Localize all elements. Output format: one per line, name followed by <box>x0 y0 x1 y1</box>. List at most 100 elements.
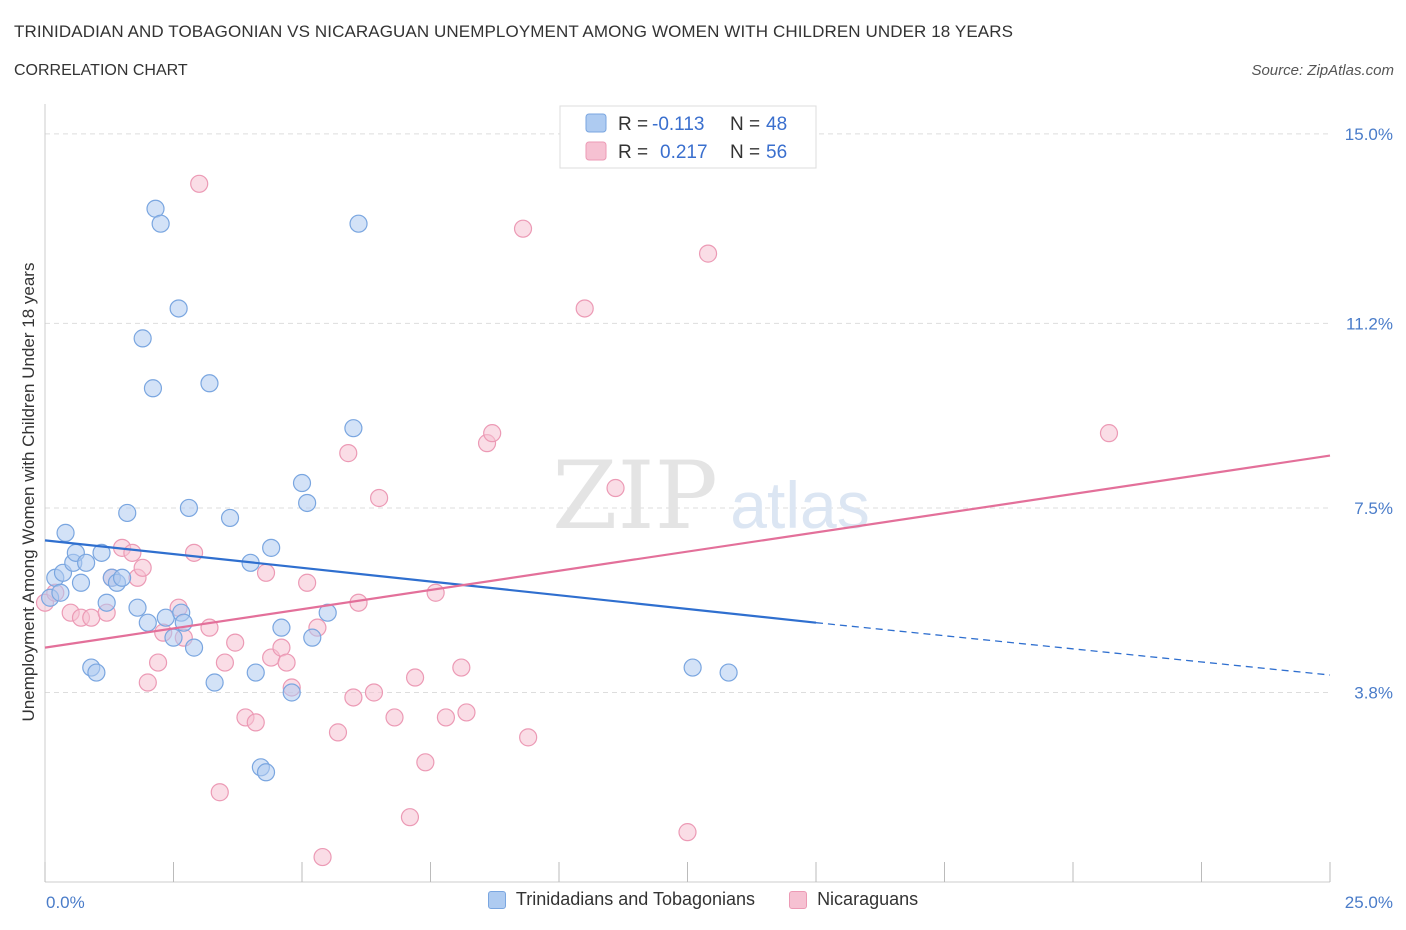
trinidadian-point-19 <box>138 613 157 632</box>
nicaraguan-point-32 <box>328 723 348 742</box>
trinidadian-point-31 <box>205 673 224 692</box>
trinidadian-point-36 <box>256 763 276 782</box>
trinidadian-point-47 <box>719 663 738 682</box>
legend-n-value-pink: 56 <box>766 142 787 163</box>
nicaraguan-point-36 <box>364 683 384 702</box>
trinidadian-point-4 <box>56 523 75 542</box>
trinidadian-point-22 <box>151 214 170 233</box>
tick-labels: 3.8% 7.5% 11.2% 15.0% 0.0% 25.0% <box>46 125 1393 912</box>
series-legend: Trinidadians and Tobagonians Nicaraguans <box>0 889 1406 910</box>
nicaraguan-point-33 <box>339 444 358 463</box>
legend-label-trinidadians: Trinidadians and Tobagonians <box>515 889 756 909</box>
nicaraguan-point-16 <box>184 543 204 562</box>
legend-swatch-trinidadians <box>487 890 506 909</box>
nicaraguan-point-23 <box>246 713 265 732</box>
trinidadian-point-17 <box>128 598 147 617</box>
nicaraguan-point-4 <box>82 608 101 627</box>
legend-r-value-blue: -0.113 <box>652 114 704 135</box>
nicaraguan-point-53 <box>698 244 718 263</box>
nicaraguan-point-19 <box>210 783 229 802</box>
correlation-legend: R = -0.113 N = 48 R = 0.217 N = 56 <box>559 105 817 169</box>
nicaraguan-point-29 <box>298 573 317 592</box>
y-axis-title: Unemployment Among Women with Children U… <box>19 263 38 722</box>
nicaraguan-point-24 <box>256 563 276 582</box>
nicaraguan-point-44 <box>452 658 471 677</box>
trinidadian-point-34 <box>246 663 265 682</box>
nicaraguan-point-37 <box>370 488 389 508</box>
trinidadian-point-41 <box>298 493 317 513</box>
trinidadians-points <box>41 199 738 782</box>
nicaraguan-point-39 <box>400 808 420 827</box>
nicaraguan-trend-line <box>44 454 1331 649</box>
source-label: Source: ZipAtlas.com <box>1251 62 1394 79</box>
trinidadian-point-18 <box>133 329 152 348</box>
nicaraguan-point-12 <box>148 653 168 672</box>
nicaraguan-point-42 <box>426 583 445 602</box>
trinidadian-point-15 <box>112 568 132 587</box>
nicaraguan-point-27 <box>277 653 296 672</box>
trinidadian-point-2 <box>51 583 70 602</box>
nicaraguan-point-34 <box>344 688 363 707</box>
trinidadian-point-30 <box>200 374 219 393</box>
trinidadian-point-25 <box>169 299 188 318</box>
nicaraguan-point-54 <box>1099 424 1119 443</box>
y-tick-label-3: 15.0% <box>1345 125 1393 144</box>
trinidadian-point-8 <box>77 553 96 572</box>
nicaraguan-point-31 <box>313 847 332 867</box>
watermark: ZIP atlas <box>552 442 870 551</box>
nicaraguan-point-20 <box>215 653 234 672</box>
legend-item-trinidadians: Trinidadians and Tobagonians <box>487 889 756 910</box>
nicaraguan-point-43 <box>436 708 456 727</box>
nicaraguan-point-21 <box>226 633 245 652</box>
trinidadian-point-32 <box>220 508 240 528</box>
trinidadian-point-42 <box>303 628 322 647</box>
trinidadian-point-16 <box>118 503 137 523</box>
y-tick-label-2: 11.2% <box>1346 314 1393 333</box>
legend-swatch-nicaraguans <box>789 890 808 909</box>
nicaraguan-point-50 <box>575 299 594 318</box>
trinidadian-point-40 <box>292 473 312 493</box>
nicaraguan-point-49 <box>519 728 538 747</box>
trinidadian-trend-line <box>44 539 817 624</box>
legend-r-label-pink: R = <box>618 142 648 163</box>
nicaraguan-point-52 <box>678 823 697 842</box>
nicaraguan-point-41 <box>416 753 435 772</box>
trinidadian-point-38 <box>272 618 291 637</box>
chart-subtitle: CORRELATION CHART <box>14 62 188 79</box>
nicaraguan-point-40 <box>405 668 425 687</box>
axes <box>44 104 1331 883</box>
x-tick-label-1: 25.0% <box>1345 893 1393 912</box>
trinidadian-point-39 <box>282 683 301 702</box>
y-tick-label-0: 3.8% <box>1354 683 1393 702</box>
trinidadian-point-44 <box>344 419 363 438</box>
trinidadian-point-24 <box>164 628 183 647</box>
y-tick-label-1: 7.5% <box>1354 499 1393 518</box>
trinidadian-point-7 <box>71 573 91 592</box>
nicaraguan-point-10 <box>133 558 152 577</box>
nicaraguan-point-11 <box>138 673 157 692</box>
trinidadian-point-20 <box>143 379 163 398</box>
nicaraguan-point-51 <box>606 478 625 498</box>
legend-swatch-pink <box>585 141 607 161</box>
legend-swatch-blue <box>585 113 607 133</box>
trinidadian-point-45 <box>349 214 368 233</box>
legend-n-label-pink: N = <box>730 142 760 163</box>
trinidadian-point-23 <box>156 608 175 627</box>
legend-r-value-pink: 0.217 <box>660 142 708 163</box>
legend-item-nicaraguans: Nicaraguans <box>789 889 918 910</box>
trinidadian-point-28 <box>179 498 199 518</box>
x-tick-label-0: 0.0% <box>46 893 85 912</box>
nicaraguan-point-38 <box>385 708 404 727</box>
legend-n-value-blue: 48 <box>766 114 787 135</box>
trinidadian-point-43 <box>318 603 337 622</box>
trinidadian-point-12 <box>97 593 116 612</box>
legend-r-label-blue: R = <box>618 114 648 135</box>
nicaraguan-point-47 <box>483 424 502 443</box>
chart-title: TRINIDADIAN AND TOBAGONIAN VS NICARAGUAN… <box>14 22 1014 41</box>
nicaraguan-point-17 <box>190 174 209 193</box>
trinidadian-point-46 <box>683 658 702 677</box>
trinidadian-trend-extension <box>815 622 1331 676</box>
watermark-atlas: atlas <box>730 468 869 542</box>
nicaraguan-point-8 <box>123 543 142 562</box>
